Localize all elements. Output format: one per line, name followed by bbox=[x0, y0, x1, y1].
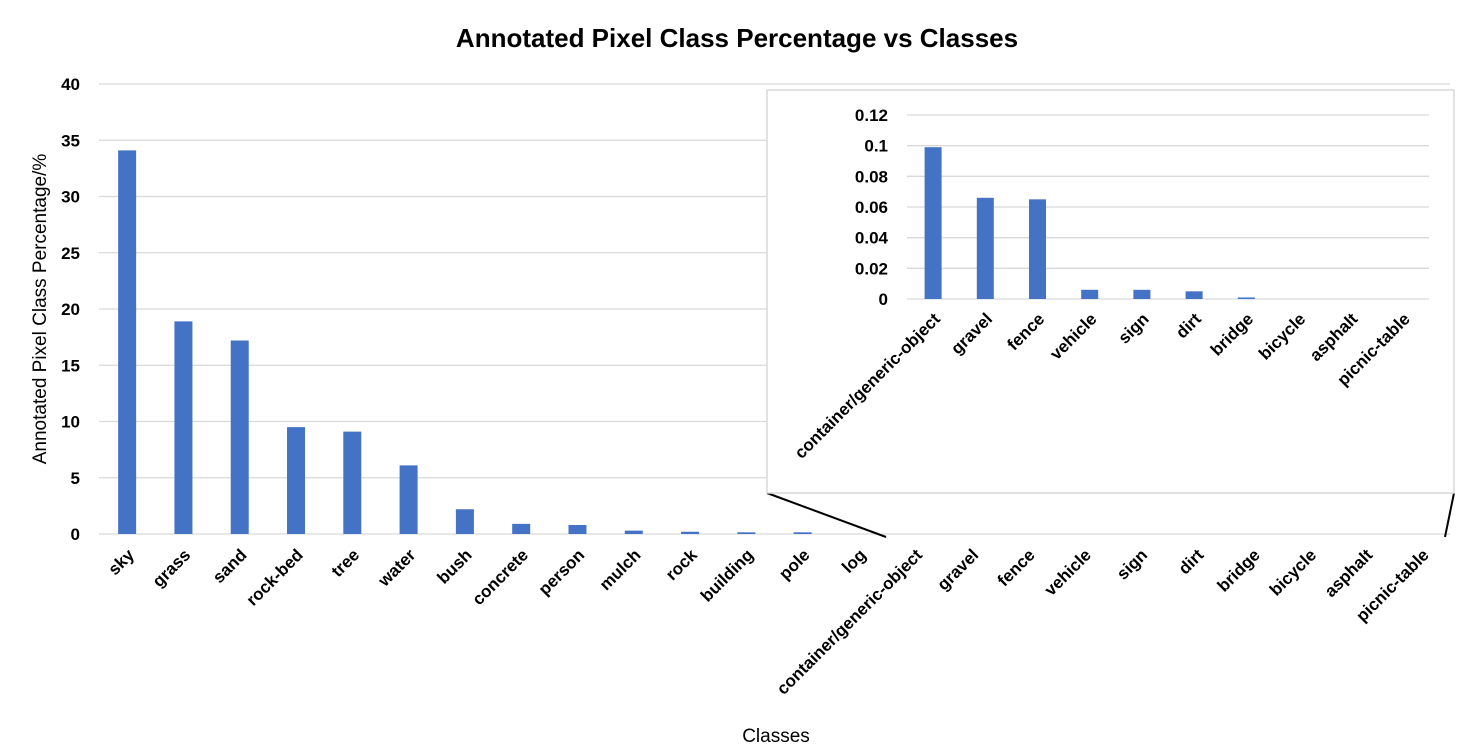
inset-gridlines bbox=[907, 114, 1429, 300]
main-category-label: pole bbox=[775, 545, 813, 583]
zoom-connector-right bbox=[1444, 492, 1455, 538]
inset-y-tick-label: 0.06 bbox=[855, 198, 888, 217]
inset-y-tick-labels: 0 0.02 0.04 0.06 0.08 0.1 0.12 bbox=[855, 106, 889, 309]
main-category-label: grass bbox=[149, 545, 195, 591]
chart-title: Annotated Pixel Class Percentage vs Clas… bbox=[456, 23, 1018, 53]
inset-y-tick-label: 0.1 bbox=[864, 137, 888, 156]
main-y-tick-label: 20 bbox=[61, 300, 80, 319]
inset-y-tick-label: 0.04 bbox=[855, 229, 889, 248]
main-category-label: log bbox=[838, 545, 869, 576]
main-bar bbox=[512, 523, 531, 534]
main-category-label: asphalt bbox=[1321, 545, 1377, 601]
main-bar bbox=[737, 532, 756, 534]
main-bar bbox=[230, 340, 249, 534]
main-bar bbox=[174, 321, 193, 534]
inset-bar bbox=[1237, 297, 1255, 299]
main-category-label: sign bbox=[1113, 545, 1151, 583]
main-bar bbox=[681, 531, 700, 534]
main-category-label: vehicle bbox=[1041, 545, 1095, 599]
main-y-tick-label: 5 bbox=[71, 469, 80, 488]
main-category-label: person bbox=[535, 545, 589, 599]
inset-y-tick-label: 0.08 bbox=[855, 167, 888, 186]
main-y-tick-label: 25 bbox=[61, 244, 80, 263]
main-bar bbox=[455, 509, 474, 534]
main-y-tick-label: 10 bbox=[61, 413, 80, 432]
main-bar bbox=[624, 530, 643, 534]
inset-bars bbox=[924, 147, 1255, 299]
main-bar bbox=[287, 427, 306, 534]
main-category-label: concrete bbox=[468, 545, 532, 609]
main-category-label: gravel bbox=[933, 545, 982, 594]
inset-y-tick-label: 0.02 bbox=[855, 259, 888, 278]
main-bar bbox=[343, 431, 362, 534]
main-bar bbox=[793, 532, 812, 534]
main-category-label: bridge bbox=[1214, 545, 1264, 595]
main-category-label: fence bbox=[994, 545, 1039, 590]
main-bar bbox=[399, 465, 418, 534]
inset-panel bbox=[766, 89, 1455, 494]
inset-bar bbox=[1185, 291, 1203, 299]
main-category-label: water bbox=[374, 545, 420, 591]
main-category-label: building bbox=[697, 545, 757, 605]
main-y-tick-label: 0 bbox=[71, 525, 80, 544]
main-y-tick-labels: 0 5 10 15 20 25 30 35 40 bbox=[61, 75, 80, 544]
main-y-tick-label: 30 bbox=[61, 188, 80, 207]
main-category-label: dirt bbox=[1175, 545, 1208, 578]
main-y-tick-label: 15 bbox=[61, 356, 80, 375]
y-axis-title: Annotated Pixel Class Percentage/% bbox=[30, 154, 51, 465]
main-category-label: sky bbox=[104, 545, 138, 579]
inset-bar bbox=[1081, 289, 1099, 299]
main-category-label: bush bbox=[434, 545, 476, 587]
main-category-label: rock bbox=[662, 545, 701, 584]
inset-bar bbox=[1029, 199, 1046, 299]
inset-y-tick-label: 0 bbox=[879, 290, 888, 309]
main-y-tick-label: 40 bbox=[61, 75, 80, 94]
main-bar bbox=[568, 525, 587, 534]
x-axis-title: Classes bbox=[742, 726, 810, 747]
inset-y-tick-label: 0.12 bbox=[855, 106, 888, 125]
main-category-label: tree bbox=[328, 545, 363, 580]
main-y-tick-label: 35 bbox=[61, 131, 80, 150]
main-category-label: bicycle bbox=[1266, 545, 1320, 599]
inset-bar bbox=[976, 197, 994, 299]
inset-bar bbox=[1133, 289, 1151, 299]
inset-bar bbox=[924, 147, 942, 299]
main-bar bbox=[118, 150, 137, 534]
main-category-label: rock-bed bbox=[243, 545, 307, 609]
main-category-label: mulch bbox=[596, 545, 645, 594]
zoom-connector-left bbox=[766, 492, 887, 538]
main-category-label: sand bbox=[209, 545, 250, 586]
main-bars bbox=[118, 150, 812, 534]
